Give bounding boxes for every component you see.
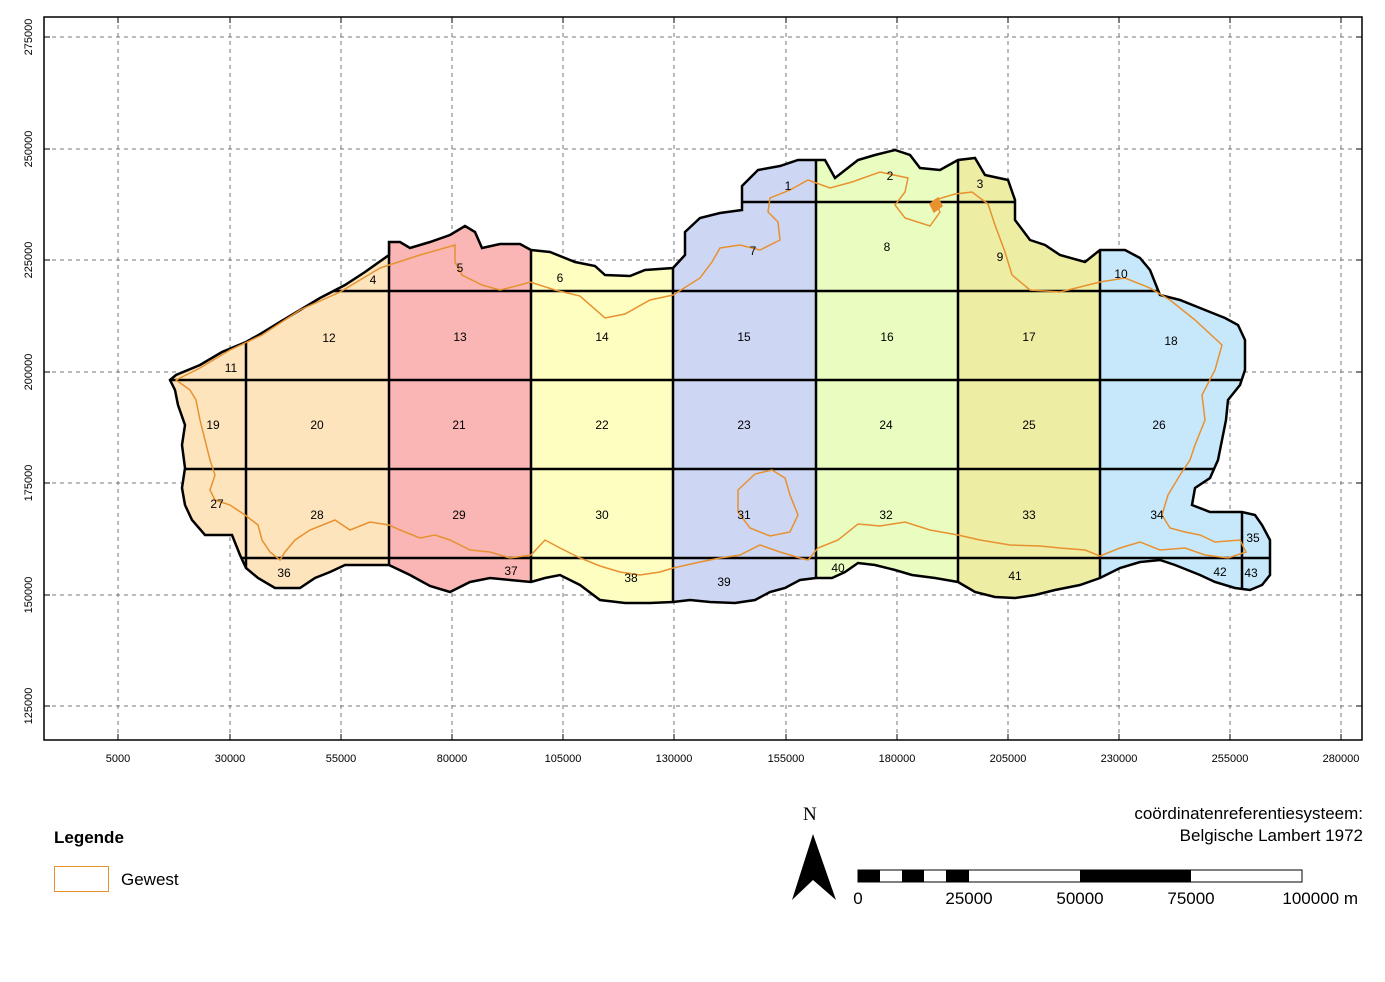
scale-bar-label: 75000	[1167, 889, 1214, 908]
north-arrow-icon	[792, 834, 836, 900]
legend-gewest-swatch	[54, 866, 109, 892]
tile-label: 4	[370, 273, 377, 287]
tile-label: 28	[310, 508, 324, 522]
tile-label: 9	[997, 250, 1004, 264]
tile-label: 1	[785, 179, 792, 193]
tile-label: 11	[225, 361, 238, 375]
tile-label: 15	[737, 330, 751, 344]
tile-label: 30	[595, 508, 609, 522]
tile-label: 6	[557, 271, 564, 285]
tile-label: 40	[831, 561, 845, 575]
x-tick-label: 30000	[215, 753, 246, 765]
x-tick-label: 205000	[990, 753, 1027, 765]
y-tick-label: 175000	[23, 465, 35, 502]
x-tick-label: 55000	[326, 753, 357, 765]
tile-label: 5	[457, 261, 464, 275]
scale-bar-label: 50000	[1056, 889, 1103, 908]
legend-title: Legende	[54, 828, 124, 847]
y-axis-labels: 275000 250000 225000 200000 175000 150000 1250…	[23, 19, 35, 725]
tile-label: 29	[452, 508, 466, 522]
x-tick-label: 230000	[1101, 753, 1138, 765]
tile-label: 21	[452, 418, 466, 432]
tile-label: 41	[1008, 569, 1022, 583]
y-tick-label: 225000	[23, 242, 35, 279]
tile-label: 26	[1152, 418, 1166, 432]
tile-label: 16	[880, 330, 894, 344]
x-tick-label: 105000	[545, 753, 582, 765]
tile-label: 14	[595, 330, 609, 344]
tile-label: 42	[1213, 565, 1227, 579]
tile-label: 36	[277, 566, 291, 580]
tile-label: 12	[322, 331, 336, 345]
y-tick-label: 275000	[23, 19, 35, 56]
x-axis-labels: 5000 30000 55000 80000 105000 130000 155000 180…	[106, 753, 1360, 765]
zone-fills	[170, 150, 1270, 603]
x-tick-label: 5000	[106, 753, 130, 765]
tile-label: 17	[1022, 330, 1036, 344]
tile-label: 43	[1244, 566, 1258, 580]
tile-label: 27	[210, 497, 224, 511]
y-tick-label: 200000	[23, 354, 35, 391]
tile-label: 39	[717, 575, 731, 589]
x-tick-label: 130000	[656, 753, 693, 765]
x-tick-label: 80000	[437, 753, 468, 765]
gewest-enclave	[737, 469, 799, 537]
scale-bar-label: 25000	[945, 889, 992, 908]
x-tick-label: 280000	[1323, 753, 1360, 765]
tile-label: 25	[1022, 418, 1036, 432]
gewest-boundary	[174, 171, 1248, 576]
y-tick-label: 125000	[23, 688, 35, 725]
y-tick-label: 150000	[23, 577, 35, 614]
y-tick-label: 250000	[23, 131, 35, 168]
scale-bar-label: 100000 m	[1282, 889, 1358, 908]
tile-label: 8	[884, 240, 891, 254]
crs-line-2: Belgische Lambert 1972	[1179, 826, 1363, 845]
zone-5-fill	[816, 150, 958, 603]
tile-label: 32	[879, 508, 893, 522]
tile-label: 22	[595, 418, 609, 432]
tile-label: 13	[453, 330, 467, 344]
north-label: N	[803, 804, 817, 825]
tile-label: 35	[1246, 531, 1260, 545]
gewest-enclave-small	[929, 196, 943, 214]
tile-label: 24	[879, 418, 893, 432]
tile-label: 23	[737, 418, 751, 432]
tile-label: 31	[737, 508, 751, 522]
tile-label: 19	[206, 418, 220, 432]
tile-label: 7	[750, 244, 757, 258]
crs-line-1: coördinatenreferentiesysteem:	[1134, 804, 1363, 823]
tile-label: 33	[1022, 508, 1036, 522]
scale-bar-labels: 0 25000 50000 75000 100000 m	[853, 889, 1358, 908]
tile-label: 20	[310, 418, 324, 432]
tile-label: 34	[1150, 508, 1164, 522]
legend-gewest-label: Gewest	[121, 870, 179, 889]
scale-bar-label: 0	[853, 889, 862, 908]
tile-label: 2	[887, 169, 894, 183]
x-tick-label: 155000	[768, 753, 805, 765]
x-tick-label: 255000	[1212, 753, 1249, 765]
tile-label: 3	[977, 177, 984, 191]
tile-label: 38	[624, 571, 638, 585]
tile-label: 37	[504, 564, 518, 578]
tile-label: 10	[1114, 267, 1128, 281]
tile-label: 18	[1164, 334, 1178, 348]
scale-bar	[857, 869, 1303, 883]
x-tick-label: 180000	[879, 753, 916, 765]
crs-note: coördinatenreferentiesysteem: Belgische …	[1134, 803, 1363, 847]
tile-coverage-outline	[168, 148, 1272, 605]
